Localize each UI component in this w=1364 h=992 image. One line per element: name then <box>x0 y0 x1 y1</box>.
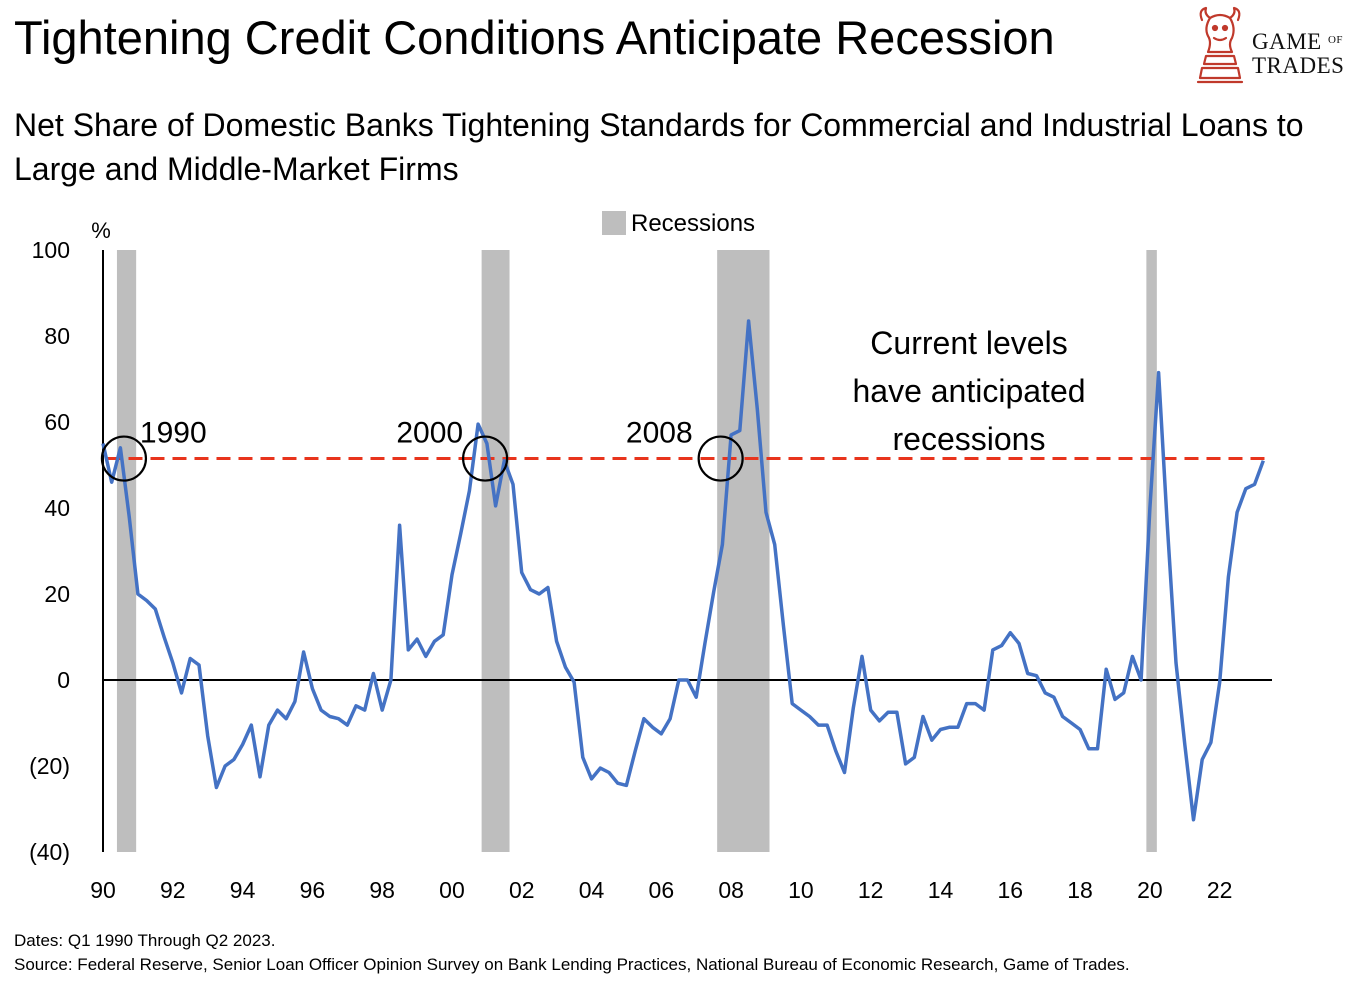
legend-swatch-recessions <box>602 211 626 235</box>
x-tick-label: 16 <box>997 877 1023 903</box>
annotation-label-2000: 2000 <box>396 417 463 450</box>
x-tick-label: 22 <box>1207 877 1233 903</box>
x-tick-label: 18 <box>1067 877 1093 903</box>
x-tick-label: 92 <box>160 877 186 903</box>
x-tick-label: 98 <box>369 877 395 903</box>
x-tick-label: 20 <box>1137 877 1163 903</box>
recession-band-1 <box>116 250 137 852</box>
annotation-circle-2008 <box>697 435 744 482</box>
x-tick-label: 12 <box>858 877 884 903</box>
page-title: Tightening Credit Conditions Anticipate … <box>14 11 1055 64</box>
x-tick-label: 06 <box>649 877 675 903</box>
recession-band-4 <box>1146 250 1157 852</box>
x-tick-label: 04 <box>579 877 605 903</box>
series-line <box>101 319 1265 822</box>
x-tick-label: 02 <box>509 877 535 903</box>
y-axis-unit: % <box>91 218 111 243</box>
line-chart: 100 80 60 40 20 0 (20) (40)% 90 92 94 96 98 00 02 04 06 0… <box>29 210 1272 903</box>
y-tick-label: (40) <box>29 839 70 865</box>
x-tick-label: 90 <box>90 877 116 903</box>
y-tick-label: 100 <box>32 237 70 263</box>
y-tick-label: 0 <box>57 667 70 693</box>
x-tick-label: 00 <box>439 877 465 903</box>
game-of-trades-logo: GAME OF TRADES <box>1192 6 1354 86</box>
y-tick-label: 60 <box>44 409 70 435</box>
note-line: recessions <box>893 421 1046 457</box>
recession-band-2 <box>481 250 510 852</box>
x-tick-label: 94 <box>230 877 256 903</box>
note-line: Current levels <box>870 325 1067 361</box>
chart-subtitle: Net Share of Domestic Banks Tightening S… <box>14 107 1304 187</box>
dates-note: Dates: Q1 1990 Through Q2 2023. <box>14 931 276 950</box>
legend-label-recessions: Recessions <box>631 210 755 237</box>
annotation-label-1990: 1990 <box>140 417 207 450</box>
recession-band-3 <box>717 250 770 852</box>
y-tick-label: 40 <box>44 495 70 521</box>
x-tick-label: 96 <box>300 877 326 903</box>
y-tick-label: 20 <box>44 581 70 607</box>
footnote: Dates: Q1 1990 Through Q2 2023. Source: … <box>14 929 1130 977</box>
source-note: Source: Federal Reserve, Senior Loan Off… <box>14 955 1130 974</box>
logo-wordmark: GAME OF TRADES <box>1252 29 1345 78</box>
x-tick-label: 14 <box>928 877 954 903</box>
note-line: have anticipated <box>852 373 1085 409</box>
bull-chess-knight-icon <box>1196 6 1244 84</box>
x-tick-label: 10 <box>788 877 814 903</box>
annotation-circle-2000 <box>462 435 509 482</box>
y-tick-label: 80 <box>44 323 70 349</box>
annotation-label-2008: 2008 <box>626 417 693 450</box>
annotation-circle-1990 <box>100 435 148 482</box>
x-tick-label: 08 <box>718 877 744 903</box>
y-tick-label: (20) <box>29 753 70 779</box>
